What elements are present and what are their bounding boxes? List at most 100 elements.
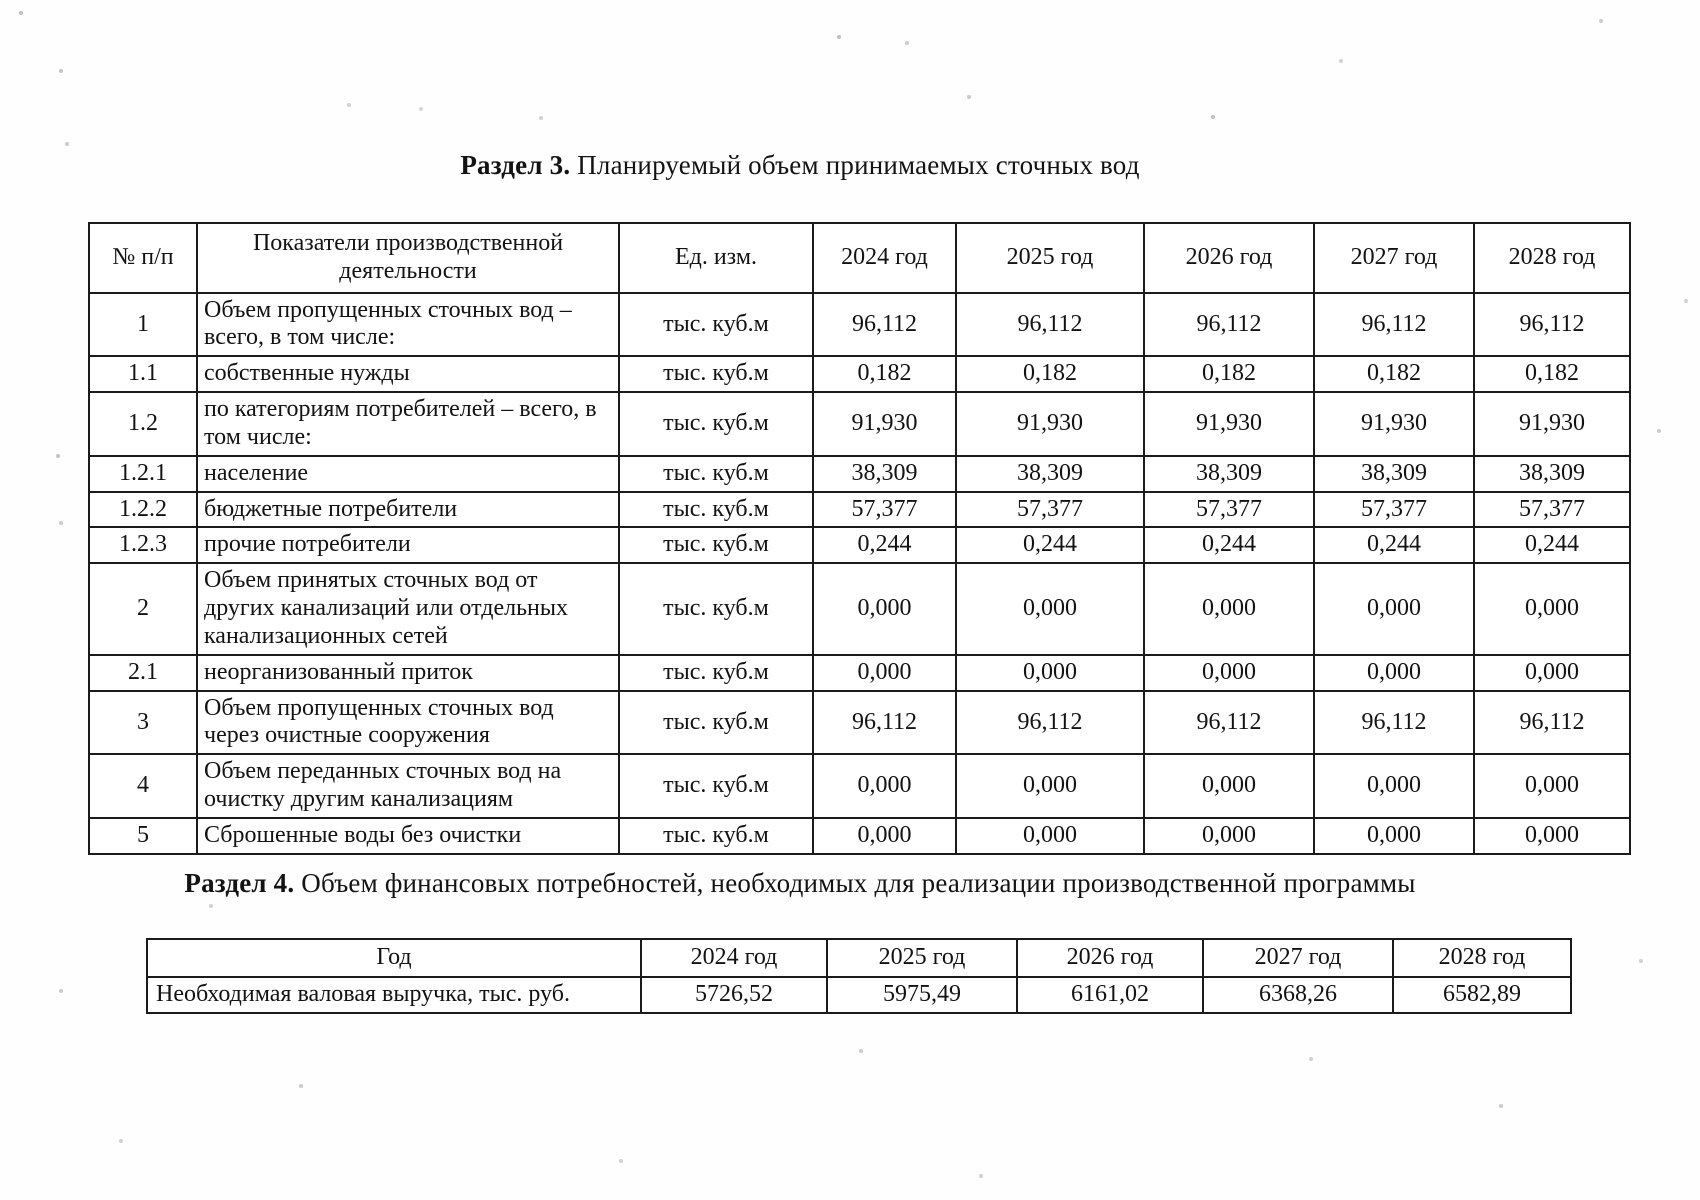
row-value-2028: 0,000 <box>1473 653 1631 692</box>
row-value-2028: 0,244 <box>1473 526 1631 565</box>
table-row: 1 Объем пропущенных сточных вод – всего,… <box>88 291 1631 358</box>
row-value-2028: 6582,89 <box>1392 975 1572 1014</box>
section3-title: Раздел 3. Планируемый объем принимаемых … <box>0 150 1600 181</box>
row-value-2027: 6368,26 <box>1202 975 1394 1014</box>
row-value-2026: 57,377 <box>1143 490 1315 529</box>
table-row: 3 Объем пропущенных сточных вод через оч… <box>88 689 1631 756</box>
row-value-2025: 0,244 <box>955 526 1145 565</box>
col-header-indicator: Показатели производственной деятельности <box>196 222 620 294</box>
row-unit: тыс. куб.м <box>618 454 814 493</box>
row-value-2025: 0,182 <box>955 355 1145 394</box>
table-row: 1.2 по категориям потребителей – всего, … <box>88 391 1631 457</box>
col-header-year-2027: 2027 год <box>1313 222 1475 294</box>
row-indicator: Объем пропущенных сточных вод – всего, в… <box>196 291 620 358</box>
row-unit: тыс. куб.м <box>618 653 814 692</box>
row-value-2024: 96,112 <box>812 689 957 756</box>
row-num: 1.2.3 <box>88 526 198 565</box>
row-value-2025: 57,377 <box>955 490 1145 529</box>
row-value-2026: 0,000 <box>1143 562 1315 656</box>
row-label: Необходимая валовая выручка, тыс. руб. <box>146 975 642 1014</box>
row-indicator: Сброшенные воды без очистки <box>196 816 620 855</box>
scan-noise <box>0 0 2 2</box>
row-value-2026: 96,112 <box>1143 689 1315 756</box>
row-indicator: население <box>196 454 620 493</box>
col-header-year-2028: 2028 год <box>1392 938 1572 978</box>
row-value-2026: 6161,02 <box>1016 975 1204 1014</box>
row-value-2024: 0,244 <box>812 526 957 565</box>
row-num: 2.1 <box>88 653 198 692</box>
row-value-2027: 0,000 <box>1313 653 1475 692</box>
row-indicator: собственные нужды <box>196 355 620 394</box>
row-indicator: прочие потребители <box>196 526 620 565</box>
row-value-2026: 0,182 <box>1143 355 1315 394</box>
section4-title: Раздел 4. Объем финансовых потребностей,… <box>0 868 1600 899</box>
row-value-2027: 91,930 <box>1313 391 1475 457</box>
section4-title-text: Объем финансовых потребностей, необходим… <box>294 868 1416 898</box>
row-value-2028: 0,000 <box>1473 753 1631 819</box>
table-row: 2 Объем принятых сточных вод от других к… <box>88 562 1631 656</box>
row-num: 5 <box>88 816 198 855</box>
row-value-2025: 0,000 <box>955 753 1145 819</box>
col-header-year-2025: 2025 год <box>955 222 1145 294</box>
row-value-2025: 0,000 <box>955 653 1145 692</box>
row-value-2024: 91,930 <box>812 391 957 457</box>
wastewater-volume-table: № п/п Показатели производственной деятел… <box>88 222 1631 855</box>
row-num: 3 <box>88 689 198 756</box>
row-indicator: Объем переданных сточных вод на очистку … <box>196 753 620 819</box>
row-value-2024: 96,112 <box>812 291 957 358</box>
row-num: 1.2.2 <box>88 490 198 529</box>
row-value-2027: 96,112 <box>1313 291 1475 358</box>
row-value-2027: 57,377 <box>1313 490 1475 529</box>
table-row: 4 Объем переданных сточных вод на очистк… <box>88 753 1631 819</box>
row-value-2026: 0,244 <box>1143 526 1315 565</box>
row-value-2025: 96,112 <box>955 689 1145 756</box>
table-row: 1.1 собственные нужды тыс. куб.м 0,182 0… <box>88 355 1631 394</box>
col-header-year-2024: 2024 год <box>640 938 828 978</box>
row-value-2028: 96,112 <box>1473 291 1631 358</box>
row-indicator: неорганизованный приток <box>196 653 620 692</box>
row-num: 4 <box>88 753 198 819</box>
row-num: 1.2.1 <box>88 454 198 493</box>
row-value-2025: 91,930 <box>955 391 1145 457</box>
col-header-year-2026: 2026 год <box>1016 938 1204 978</box>
row-value-2024: 5726,52 <box>640 975 828 1014</box>
table-row: 5 Сброшенные воды без очистки тыс. куб.м… <box>88 816 1631 855</box>
row-value-2028: 0,000 <box>1473 562 1631 656</box>
col-header-year-2024: 2024 год <box>812 222 957 294</box>
col-header-num: № п/п <box>88 222 198 294</box>
row-value-2028: 0,000 <box>1473 816 1631 855</box>
row-unit: тыс. куб.м <box>618 816 814 855</box>
row-value-2025: 0,000 <box>955 816 1145 855</box>
table-header-row: Год 2024 год 2025 год 2026 год 2027 год … <box>146 938 1572 978</box>
table-row: Необходимая валовая выручка, тыс. руб. 5… <box>146 975 1572 1014</box>
row-value-2025: 0,000 <box>955 562 1145 656</box>
col-header-year-2025: 2025 год <box>826 938 1018 978</box>
row-indicator: бюджетные потребители <box>196 490 620 529</box>
table-row: 2.1 неорганизованный приток тыс. куб.м 0… <box>88 653 1631 692</box>
row-value-2028: 91,930 <box>1473 391 1631 457</box>
row-value-2027: 0,000 <box>1313 816 1475 855</box>
col-header-year-2026: 2026 год <box>1143 222 1315 294</box>
row-value-2024: 0,182 <box>812 355 957 394</box>
row-value-2027: 0,244 <box>1313 526 1475 565</box>
row-value-2027: 96,112 <box>1313 689 1475 756</box>
row-value-2028: 0,182 <box>1473 355 1631 394</box>
row-unit: тыс. куб.м <box>618 355 814 394</box>
row-indicator: Объем пропущенных сточных вод через очис… <box>196 689 620 756</box>
row-indicator: по категориям потребителей – всего, в то… <box>196 391 620 457</box>
table-row: 1.2.3 прочие потребители тыс. куб.м 0,24… <box>88 526 1631 565</box>
row-indicator: Объем принятых сточных вод от других кан… <box>196 562 620 656</box>
row-value-2028: 96,112 <box>1473 689 1631 756</box>
section3-title-number: Раздел 3. <box>460 150 571 180</box>
col-header-year-2028: 2028 год <box>1473 222 1631 294</box>
section4-title-number: Раздел 4. <box>184 868 295 898</box>
row-value-2027: 0,000 <box>1313 562 1475 656</box>
row-num: 1.1 <box>88 355 198 394</box>
row-value-2026: 0,000 <box>1143 653 1315 692</box>
row-value-2026: 91,930 <box>1143 391 1315 457</box>
row-value-2024: 0,000 <box>812 816 957 855</box>
col-header-unit: Ед. изм. <box>618 222 814 294</box>
row-unit: тыс. куб.м <box>618 689 814 756</box>
section3-title-text: Планируемый объем принимаемых сточных во… <box>570 150 1140 180</box>
